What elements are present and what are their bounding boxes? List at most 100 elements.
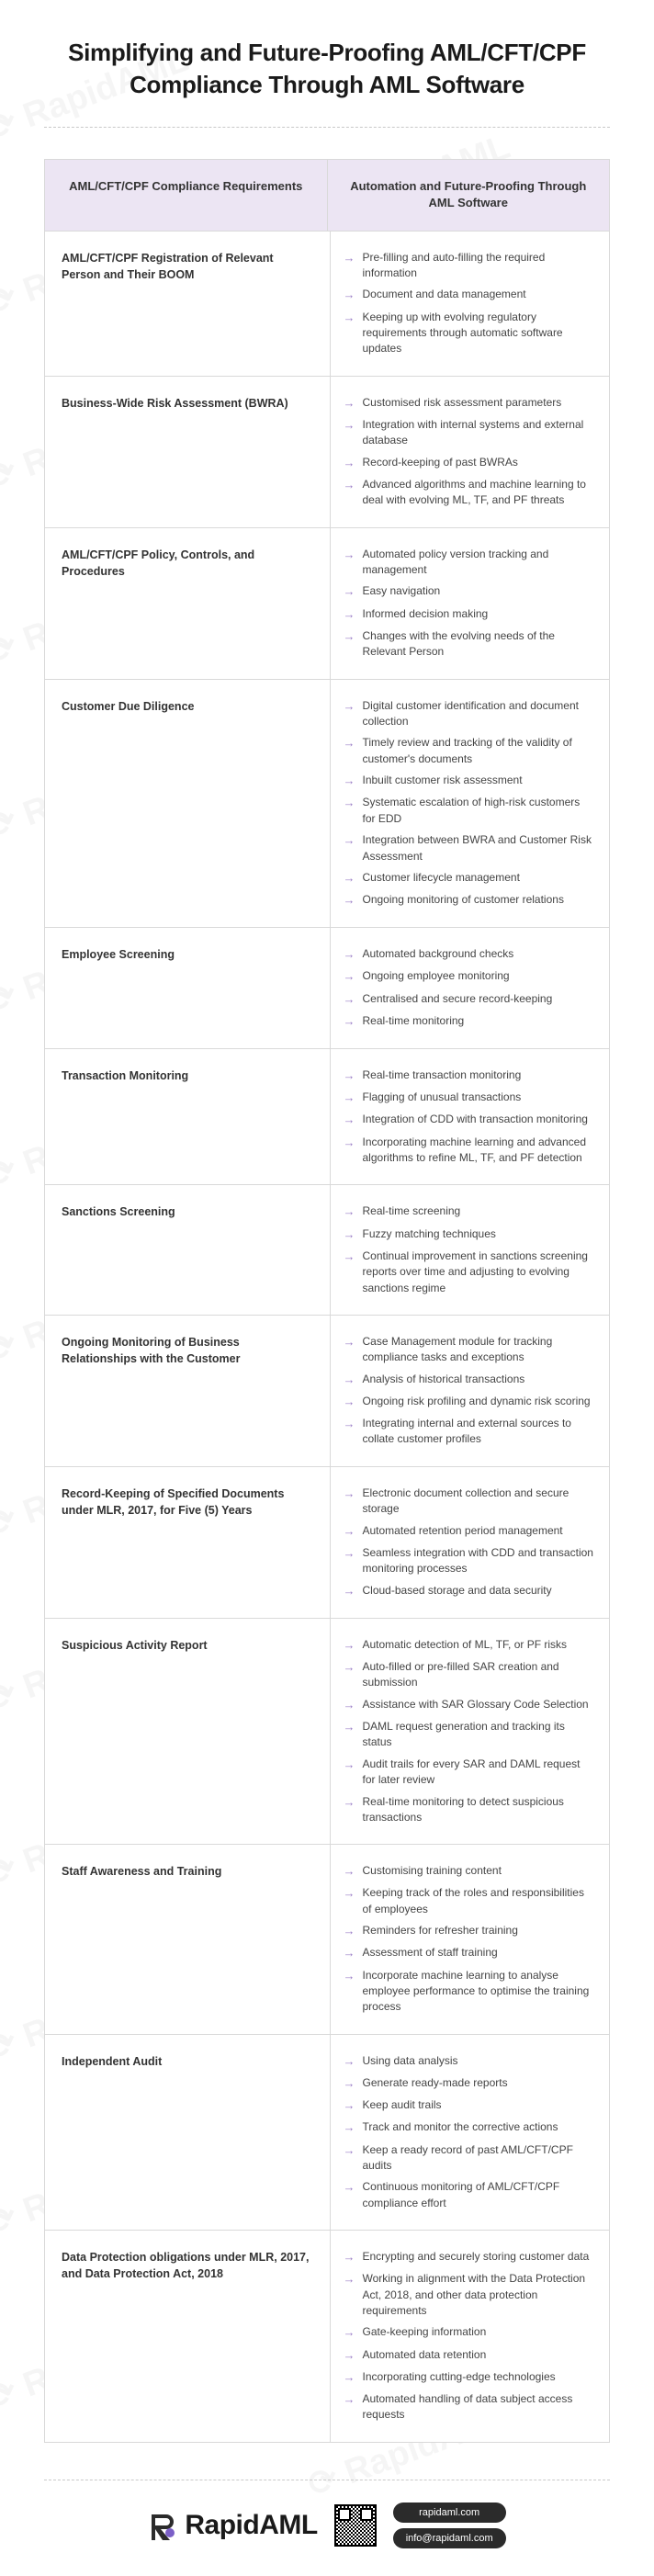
arrow-icon: → <box>344 773 355 789</box>
list-item-text: Customer lifecycle management <box>363 870 520 886</box>
list-item-text: Centralised and secure record-keeping <box>363 991 553 1007</box>
list-item-text: Customised risk assessment parameters <box>363 395 562 411</box>
logo-icon <box>148 2511 177 2540</box>
arrow-icon: → <box>344 1334 355 1350</box>
automation-cell: →Customising training content→Keeping tr… <box>331 1845 610 2034</box>
list-item-text: Incorporating cutting-edge technologies <box>363 2369 556 2385</box>
list-item: →Audit trails for every SAR and DAML req… <box>344 1757 595 1789</box>
arrow-icon: → <box>344 2249 355 2265</box>
arrow-icon: → <box>344 1372 355 1388</box>
list-item: →Automated background checks <box>344 946 595 963</box>
requirement-cell: Ongoing Monitoring of Business Relations… <box>45 1316 331 1466</box>
email-pill: info@rapidaml.com <box>393 2528 506 2548</box>
arrow-icon: → <box>344 1637 355 1654</box>
requirement-cell: Transaction Monitoring <box>45 1049 331 1184</box>
list-item: →Keeping up with evolving regulatory req… <box>344 310 595 357</box>
arrow-icon: → <box>344 870 355 887</box>
list-item: →Customising training content <box>344 1863 595 1880</box>
list-item-text: Ongoing employee monitoring <box>363 968 510 984</box>
table-header-automation: Automation and Future-Proofing Through A… <box>328 160 610 230</box>
list-item-text: Systematic escalation of high-risk custo… <box>363 795 595 827</box>
arrow-icon: → <box>344 2391 355 2408</box>
list-item-text: Reminders for refresher training <box>363 1923 518 1938</box>
arrow-icon: → <box>344 1863 355 1880</box>
arrow-icon: → <box>344 2324 355 2341</box>
list-item-text: Automated retention period management <box>363 1523 563 1539</box>
arrow-icon: → <box>344 1968 355 1984</box>
table-row: Customer Due Diligence→Digital customer … <box>45 680 609 929</box>
list-item: →Analysis of historical transactions <box>344 1372 595 1388</box>
table-row: Suspicious Activity Report→Automatic det… <box>45 1619 609 1846</box>
list-item: → Customer lifecycle management <box>344 870 595 887</box>
list-item: →Fuzzy matching techniques <box>344 1226 595 1243</box>
arrow-icon: → <box>344 1794 355 1811</box>
automation-cell: →Real-time transaction monitoring→Flaggi… <box>331 1049 610 1184</box>
list-item: → Timely review and tracking of the valid… <box>344 735 595 767</box>
list-item-text: Seamless integration with CDD and transa… <box>363 1545 595 1577</box>
automation-cell: → Automatic detection of ML, TF, or PF ri… <box>331 1619 610 1845</box>
list-item-text: Automated handling of data subject acces… <box>363 2391 595 2423</box>
list-item-text: Cloud-based storage and data security <box>363 1583 552 1599</box>
list-item-text: Electronic document collection and secur… <box>363 1486 595 1518</box>
footer: RapidAML rapidaml.com info@rapidaml.com <box>44 2480 610 2548</box>
arrow-icon: → <box>344 606 355 623</box>
arrow-icon: → <box>344 1486 355 1502</box>
arrow-icon: → <box>344 2271 355 2288</box>
contact-pills: rapidaml.com info@rapidaml.com <box>393 2503 506 2548</box>
list-item: →Incorporate machine learning to analyse… <box>344 1968 595 2016</box>
list-item: →Document and data management <box>344 287 595 303</box>
list-item: →DAML request generation and tracking it… <box>344 1719 595 1751</box>
arrow-icon: → <box>344 1697 355 1713</box>
automation-cell: →Automated policy version tracking and m… <box>331 528 610 679</box>
list-item: →Gate-keeping information <box>344 2324 595 2341</box>
list-item-text: Real-time monitoring <box>363 1013 465 1029</box>
arrow-icon: → <box>344 735 355 751</box>
list-item-text: Audit trails for every SAR and DAML requ… <box>363 1757 595 1789</box>
arrow-icon: → <box>344 2075 355 2092</box>
requirement-cell: Data Protection obligations under MLR, 2… <box>45 2231 331 2442</box>
table-row: AML/CFT/CPF Registration of Relevant Per… <box>45 232 609 377</box>
table-row: AML/CFT/CPF Policy, Controls, and Proced… <box>45 528 609 680</box>
list-item-text: Generate ready-made reports <box>363 2075 508 2091</box>
list-item: →Centralised and secure record-keeping <box>344 991 595 1008</box>
arrow-icon: → <box>344 1226 355 1243</box>
arrow-icon: → <box>344 1885 355 1902</box>
arrow-icon: → <box>344 2119 355 2136</box>
list-item: →Real-time screening <box>344 1203 595 1220</box>
list-item-text: Real-time monitoring to detect suspiciou… <box>363 1794 595 1826</box>
automation-cell: →Encrypting and securely storing custome… <box>331 2231 610 2442</box>
list-item: → Automatic detection of ML, TF, or PF ri… <box>344 1637 595 1654</box>
arrow-icon: → <box>344 287 355 303</box>
list-item-text: Track and monitor the corrective actions <box>363 2119 558 2135</box>
list-item-text: Continual improvement in sanctions scree… <box>363 1248 595 1296</box>
list-item: →Digital customer identification and doc… <box>344 698 595 730</box>
list-item-text: Ongoing risk profiling and dynamic risk … <box>363 1394 591 1409</box>
list-item-text: Easy navigation <box>363 583 441 599</box>
list-item: →Automated retention period management <box>344 1523 595 1540</box>
table-row: Business-Wide Risk Assessment (BWRA)→Cus… <box>45 377 609 528</box>
list-item: → Generate ready-made reports <box>344 2075 595 2092</box>
list-item-text: Timely review and tracking of the validi… <box>363 735 595 767</box>
list-item-text: Keeping track of the roles and responsib… <box>363 1885 595 1917</box>
table-row: Sanctions Screening→Real-time screening→… <box>45 1185 609 1316</box>
list-item: →Real-time monitoring <box>344 1013 595 1030</box>
arrow-icon: → <box>344 1248 355 1265</box>
list-item-text: Auto-filled or pre-filled SAR creation a… <box>363 1659 595 1691</box>
table-row: Record-Keeping of Specified Documents un… <box>45 1467 609 1619</box>
list-item: → Easy navigation <box>344 583 595 600</box>
list-item-text: Automatic detection of ML, TF, or PF ris… <box>363 1637 568 1653</box>
list-item: →Integrating internal and external sourc… <box>344 1416 595 1448</box>
list-item: →Incorporating cutting-edge technologies <box>344 2369 595 2386</box>
list-item-text: Flagging of unusual transactions <box>363 1090 522 1105</box>
list-item: → Automated handling of data subject acce… <box>344 2391 595 2423</box>
arrow-icon: → <box>344 1135 355 1151</box>
list-item-text: Using data analysis <box>363 2053 458 2069</box>
arrow-icon: → <box>344 583 355 600</box>
list-item: →Integration between BWRA and Customer R… <box>344 832 595 864</box>
qr-code <box>334 2504 377 2547</box>
arrow-icon: → <box>344 1068 355 1084</box>
logo: RapidAML <box>148 2510 317 2541</box>
list-item: →Informed decision making <box>344 606 595 623</box>
arrow-icon: → <box>344 2142 355 2159</box>
table-header-requirements: AML/CFT/CPF Compliance Requirements <box>45 160 328 230</box>
